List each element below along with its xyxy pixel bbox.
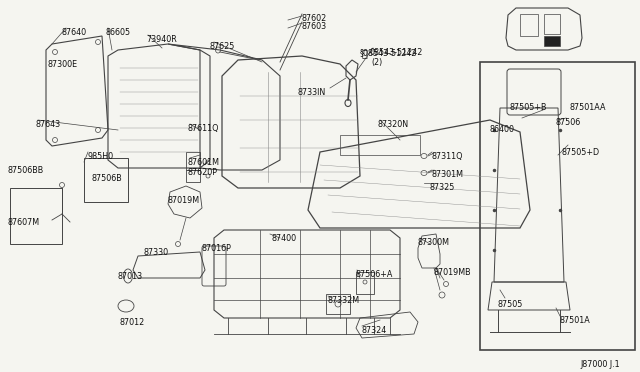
Text: §08543-51242: §08543-51242 [360,48,417,57]
Bar [544,14,560,34]
Bar [10,188,62,244]
Text: 87019M: 87019M [168,196,200,205]
Text: 87611Q: 87611Q [187,124,218,133]
Text: 73940R: 73940R [146,35,177,44]
Text: 8733lN: 8733lN [298,88,326,97]
Text: 87506+A: 87506+A [355,270,392,279]
Text: 87311Q: 87311Q [432,152,463,161]
Text: 87506: 87506 [555,118,580,127]
Text: 87332M: 87332M [328,296,360,305]
Text: 08543-51242: 08543-51242 [370,48,424,57]
Bar [186,152,200,170]
Text: 87324: 87324 [362,326,387,335]
Text: 86400: 86400 [490,125,515,134]
Text: Ⓢ: Ⓢ [362,48,368,58]
Text: 87012: 87012 [120,318,145,327]
Bar [340,135,420,155]
Text: 87013: 87013 [118,272,143,281]
Text: 87506B: 87506B [92,174,123,183]
Text: 87300M: 87300M [418,238,450,247]
Text: 87320N: 87320N [378,120,409,129]
Text: 87643: 87643 [36,120,61,129]
Text: 87640: 87640 [62,28,87,37]
Text: 86605: 86605 [105,28,130,37]
Bar [480,62,635,350]
Text: 87506BB: 87506BB [8,166,44,175]
Text: 87625: 87625 [210,42,236,51]
Text: (2): (2) [371,58,382,67]
Text: 87505+D: 87505+D [562,148,600,157]
Text: 87505+B: 87505+B [510,103,547,112]
Bar [186,170,200,182]
Text: 87300E: 87300E [48,60,78,69]
Text: 87400: 87400 [271,234,296,243]
Bar [520,14,538,36]
Text: 87505: 87505 [497,300,522,309]
Bar [356,272,374,294]
Text: 87016P: 87016P [202,244,232,253]
Text: 87603: 87603 [302,22,327,31]
Text: J87000 J.1: J87000 J.1 [580,360,620,369]
Text: 87607M: 87607M [8,218,40,227]
Bar [544,36,560,46]
Text: 87019MB: 87019MB [434,268,472,277]
Text: 87601M: 87601M [187,158,219,167]
Text: 87620P: 87620P [187,168,217,177]
Text: 87325: 87325 [430,183,456,192]
Bar [326,294,350,314]
Text: 87330: 87330 [143,248,168,257]
Text: 87501AA: 87501AA [570,103,607,112]
Text: 87301M: 87301M [432,170,464,179]
Text: 87501A: 87501A [560,316,591,325]
Bar [84,158,128,202]
Text: 985H0: 985H0 [88,152,114,161]
Text: 87602: 87602 [302,14,327,23]
